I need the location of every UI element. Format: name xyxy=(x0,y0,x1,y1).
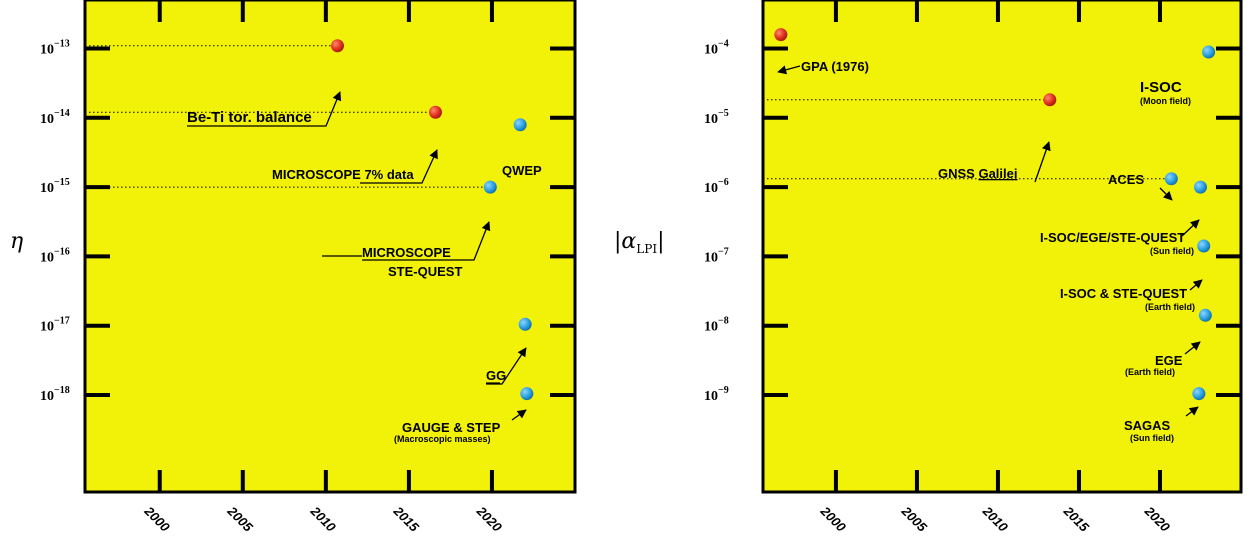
eta-ytick-label: 10−14 xyxy=(40,108,70,127)
eta-data-point xyxy=(513,118,527,132)
label-i-soc: I-SOC xyxy=(1140,79,1182,96)
arrow-aces xyxy=(1159,187,1173,201)
label-ege: EGE xyxy=(1155,353,1183,368)
eta-y-ticks: 10−13 10−14 10−15 10−16 10−17 10−18 xyxy=(40,39,575,404)
alpha-data-point xyxy=(1164,172,1178,186)
arrow-ege xyxy=(1184,341,1201,355)
alpha-ytick-label: 10−6 xyxy=(704,177,729,196)
eta-data-point xyxy=(518,317,532,331)
label-i-soc-moon: (Moon field) xyxy=(1140,96,1191,106)
label-isoc-stequest: I-SOC & STE-QUEST xyxy=(1060,286,1187,301)
eta-xtick-label: 2015 xyxy=(390,503,422,535)
arrow-be-ti xyxy=(187,91,342,127)
label-sagas: SAGAS xyxy=(1124,418,1171,433)
alpha-annotation-arrows xyxy=(777,65,1203,417)
label-microscope-7pct: MICROSCOPE 7% data xyxy=(272,167,414,182)
alpha-y-axis-label: |αLPI| xyxy=(614,229,665,256)
eta-xtick-label: 2005 xyxy=(224,503,256,535)
alpha-xtick-label: 2005 xyxy=(898,503,930,535)
eta-data-point xyxy=(330,39,344,53)
alpha-ytick-label: 10−5 xyxy=(704,108,729,127)
eta-ytick-label: 10−16 xyxy=(40,246,70,265)
alpha-data-point xyxy=(1197,239,1211,253)
eta-data-point xyxy=(428,105,442,119)
eta-guide-lines xyxy=(85,45,491,188)
alpha-plot-area xyxy=(761,0,1243,494)
eta-xtick-label: 2010 xyxy=(307,503,339,535)
alpha-data-points xyxy=(774,28,1216,401)
label-sun-field-2: (Sun field) xyxy=(1130,433,1174,443)
alpha-data-point xyxy=(1043,93,1057,107)
alpha-data-point xyxy=(1193,180,1207,194)
alpha-xtick-label: 2010 xyxy=(979,503,1011,535)
arrow-gauge xyxy=(511,409,527,421)
eta-data-point xyxy=(520,387,534,401)
label-sun-field-1: (Sun field) xyxy=(1150,246,1194,256)
alpha-data-point xyxy=(1202,45,1216,59)
arrow-gnss xyxy=(1034,141,1051,183)
arrow-gg xyxy=(486,347,527,385)
alpha-ytick-label: 10−7 xyxy=(704,246,729,265)
alpha-data-point xyxy=(1192,387,1206,401)
label-aces: ACES xyxy=(1108,172,1144,187)
arrow-gpa xyxy=(777,65,801,75)
alpha-ytick-label: 10−8 xyxy=(704,316,729,335)
alpha-data-point xyxy=(774,28,788,42)
eta-plot-area xyxy=(83,0,577,494)
eta-panel: 10−13 10−14 10−15 10−16 10−17 10−18 2000 2005 2… xyxy=(10,0,577,535)
alpha-ytick-label: 10−4 xyxy=(704,39,729,58)
label-gg: GG xyxy=(486,368,506,383)
arrow-isoc-ege xyxy=(1181,219,1200,237)
alpha-ytick-label: 10−9 xyxy=(704,385,729,404)
label-earth-field-2: (Earth field) xyxy=(1125,367,1175,377)
eta-xtick-label: 2000 xyxy=(141,503,173,535)
eta-data-points xyxy=(330,39,534,401)
eta-ytick-label: 10−13 xyxy=(40,39,70,58)
eta-ytick-label: 10−17 xyxy=(40,316,70,335)
label-isoc-ege-stequest: I-SOC/EGE/STE-QUEST xyxy=(1040,230,1185,245)
eta-annotation-arrows xyxy=(187,91,527,421)
eta-ytick-label: 10−18 xyxy=(40,385,70,404)
label-gnss: GNSS Galilei xyxy=(938,166,1018,181)
label-microscope: MICROSCOPE xyxy=(362,245,451,260)
arrow-microscope-7 xyxy=(360,149,438,184)
label-earth-field-1: (Earth field) xyxy=(1145,302,1195,312)
label-gpa: GPA (1976) xyxy=(801,59,869,74)
alpha-panel: 10−4 10−5 10−6 10−7 10−8 10−9 2000 2005 2010 201… xyxy=(614,0,1243,535)
arrow-sagas xyxy=(1185,406,1199,417)
label-gauge-sub: (Macroscopic masses) xyxy=(394,434,491,444)
eta-ytick-label: 10−15 xyxy=(40,177,70,196)
eta-xtick-label: 2020 xyxy=(473,503,505,535)
alpha-xtick-label: 2020 xyxy=(1141,503,1173,535)
label-ste-quest-eta: STE-QUEST xyxy=(388,264,462,279)
label-be-ti-balance: Be-Ti tor. balance xyxy=(187,109,312,126)
eta-data-point xyxy=(483,180,497,194)
arrow-isoc-ste xyxy=(1189,279,1203,291)
alpha-xtick-label: 2015 xyxy=(1060,503,1092,535)
alpha-data-point xyxy=(1198,308,1212,322)
label-gauge-step: GAUGE & STEP xyxy=(402,420,501,435)
alpha-y-ticks: 10−4 10−5 10−6 10−7 10−8 10−9 xyxy=(704,39,1241,404)
arrow-microscope xyxy=(362,221,491,261)
label-qwep: QWEP xyxy=(502,163,542,178)
alpha-guide-lines xyxy=(763,99,1172,180)
eta-y-axis-label: η xyxy=(10,229,23,254)
alpha-xtick-label: 2000 xyxy=(817,503,849,535)
